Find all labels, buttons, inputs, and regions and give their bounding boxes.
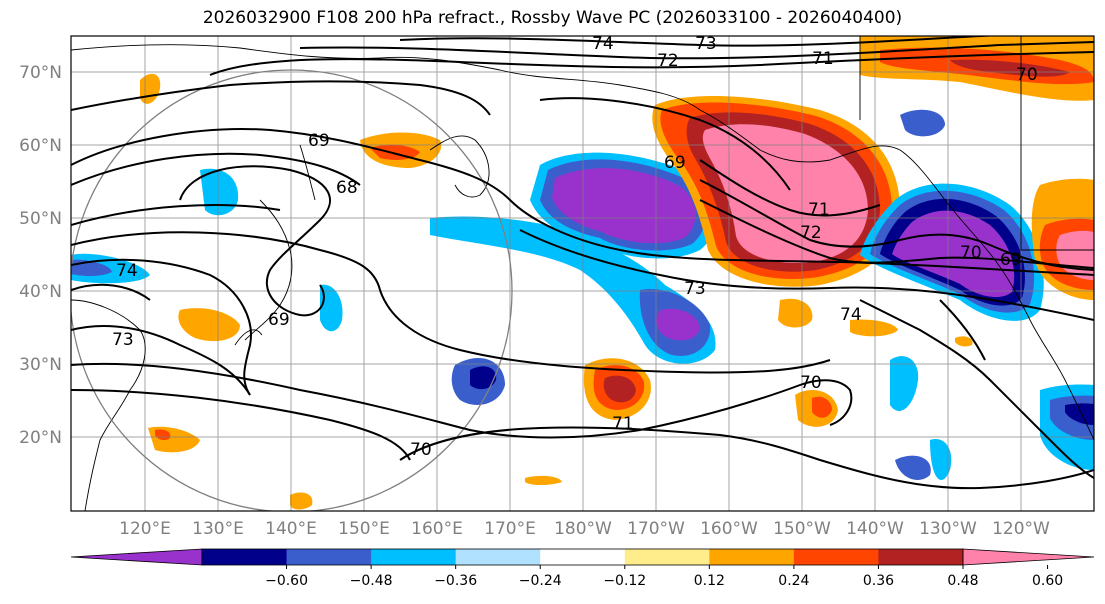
lon-label: 170°E	[484, 519, 536, 539]
lon-label: 140°E	[265, 519, 317, 539]
colorbar-tick-label: 0.36	[863, 573, 894, 589]
colorbar-swatch	[878, 549, 964, 565]
coastlines	[71, 36, 1094, 511]
contour-label: 71	[808, 200, 830, 220]
colorbar-tick-label: −0.60	[265, 573, 308, 589]
colorbar-swatch	[202, 549, 288, 565]
contour-label: 69	[664, 153, 686, 173]
colorbar-tick-label: −0.36	[434, 573, 477, 589]
lat-label: 20°N	[19, 428, 62, 448]
refractive-index-contours	[71, 36, 1094, 490]
contour-label: 73	[695, 34, 717, 54]
contour-label: 71	[812, 49, 834, 69]
colorbar-swatches	[70, 548, 1095, 566]
contour-labels: 74 73 72 71 70 69 68 69 71 72 73 74 70 7…	[112, 34, 1038, 460]
colorbar-ticks: −0.60 −0.48 −0.36 −0.24 −0.12 0.12 0.24 0.36 0.4…	[265, 565, 1063, 589]
colorbar-tick-label: −0.48	[350, 573, 393, 589]
plot-title: 2026032900 F108 200 hPa refract., Rossby…	[202, 8, 903, 28]
colorbar-tick-label: −0.24	[519, 573, 562, 589]
lon-label: 120°W	[992, 519, 1050, 539]
contour-label: 73	[684, 279, 706, 299]
distance-circle	[71, 69, 513, 511]
colorbar-extend-low	[70, 548, 203, 566]
contour-label: 70	[800, 373, 822, 393]
lon-label: 130°E	[192, 519, 244, 539]
shaded-anomalies	[71, 36, 1094, 510]
colorbar: −0.60 −0.48 −0.36 −0.24 −0.12 0.12 0.24 0.36 0.4…	[70, 548, 1095, 589]
lon-label: 140°W	[846, 519, 904, 539]
colorbar-extend-high	[962, 548, 1095, 566]
colorbar-swatch	[286, 549, 372, 565]
lon-label: 120°E	[119, 519, 171, 539]
lon-label: 180°W	[554, 519, 612, 539]
colorbar-frame	[201, 548, 964, 566]
lon-label: 150°E	[338, 519, 390, 539]
colorbar-tick-label: 0.60	[1032, 573, 1063, 589]
contour-label: 73	[112, 330, 134, 350]
contour-label: 70	[410, 440, 432, 460]
colorbar-tick-label: 0.12	[694, 573, 725, 589]
lon-label: 170°W	[627, 519, 685, 539]
contour-label: 74	[840, 305, 862, 325]
colorbar-tick-label: 0.24	[778, 573, 809, 589]
map-frame	[70, 35, 1095, 512]
contour-label: 74	[592, 34, 614, 54]
colorbar-tick-label: −0.12	[603, 573, 646, 589]
colorbar-swatch	[371, 549, 457, 565]
lon-label: 130°W	[919, 519, 977, 539]
latitude-labels: 70°N 60°N 50°N 40°N 30°N 20°N	[19, 63, 62, 448]
contour-label: 70	[960, 243, 982, 263]
contour-label: 68	[336, 178, 358, 198]
contour-label: 74	[116, 261, 138, 281]
contour-label: 72	[657, 51, 679, 71]
lat-label: 40°N	[19, 282, 62, 302]
colorbar-swatch	[709, 549, 795, 565]
colorbar-swatch	[540, 549, 626, 565]
colorbar-swatch	[793, 549, 879, 565]
lat-label: 50°N	[19, 209, 62, 229]
contour-label: 69	[268, 310, 290, 330]
contour-label: 69	[308, 131, 330, 151]
contour-label: 69	[1000, 250, 1022, 270]
contour-label: 70	[1016, 65, 1038, 85]
contour-label: 72	[800, 223, 822, 243]
lon-label: 150°W	[773, 519, 831, 539]
lat-label: 70°N	[19, 63, 62, 83]
colorbar-tick-label: 0.48	[947, 573, 978, 589]
map-content: 74 73 72 71 70 69 68 69 71 72 73 74 70 7…	[71, 34, 1094, 511]
lat-label: 60°N	[19, 136, 62, 156]
longitude-labels: 120°E 130°E 140°E 150°E 160°E 170°E 180°…	[119, 519, 1050, 539]
colorbar-swatch	[455, 549, 541, 565]
lon-label: 160°W	[700, 519, 758, 539]
lon-label: 160°E	[411, 519, 463, 539]
lat-label: 30°N	[19, 355, 62, 375]
contour-label: 71	[612, 414, 634, 434]
colorbar-swatch	[624, 549, 710, 565]
